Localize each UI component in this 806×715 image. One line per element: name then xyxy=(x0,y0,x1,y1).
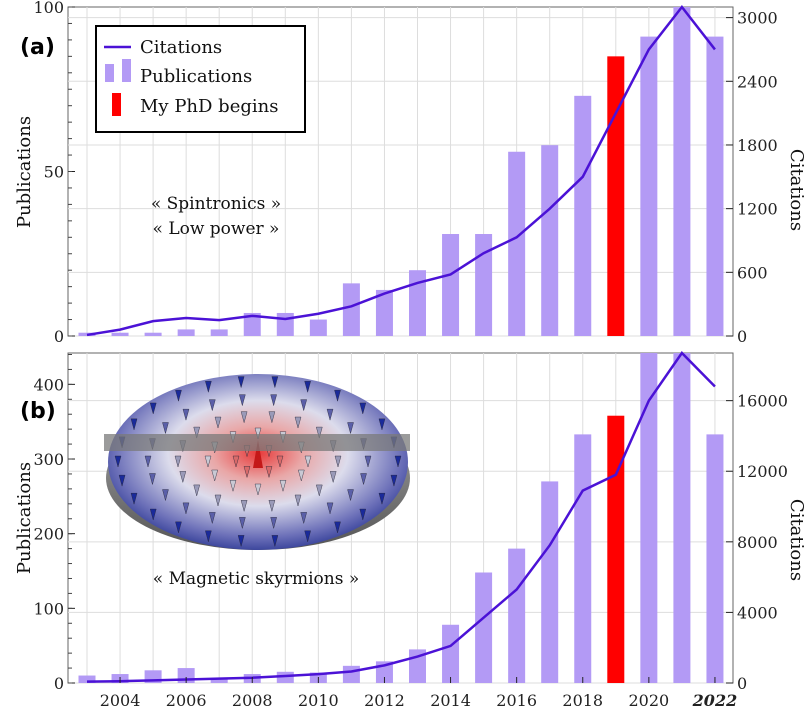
panel-b-citations-line xyxy=(86,351,716,683)
bar-publications xyxy=(475,234,493,336)
bar-publications xyxy=(342,665,360,683)
citations-line xyxy=(86,351,716,683)
bar-publications xyxy=(508,151,526,336)
right-tick-label: 2400 xyxy=(737,72,778,91)
annotation-spintronics: « Spintronics » xyxy=(151,194,281,214)
bar-publications xyxy=(508,548,526,683)
panel-a-ylabel: Publications xyxy=(14,116,35,228)
left-tick-label: 0 xyxy=(54,327,64,346)
bar-publications xyxy=(144,332,162,336)
x-tick-label: 2018 xyxy=(562,691,603,710)
bar-publications xyxy=(375,289,393,336)
bar-publications xyxy=(706,36,724,337)
legend-publications-swatch-2 xyxy=(122,59,131,82)
right-tick-label: 1200 xyxy=(737,200,778,219)
left-tick-label: 400 xyxy=(33,375,64,394)
x-tick-label: 2020 xyxy=(628,691,669,710)
bar-phd-begins xyxy=(607,56,625,336)
bar-publications xyxy=(309,319,327,336)
bar-publications xyxy=(210,678,228,683)
bar-publications xyxy=(475,572,493,683)
panel-a-y2label: Citations xyxy=(786,149,806,231)
bar-phd-begins xyxy=(607,415,625,683)
bar-publications xyxy=(78,675,96,683)
bar-publications xyxy=(442,234,460,336)
right-tick-label: 0 xyxy=(737,674,747,693)
x-tick-label: 2006 xyxy=(166,691,207,710)
annotation-low-power: « Low power » xyxy=(153,219,280,239)
panel-a-ticks: 0 50 100 0 600 1200 1800 2400 3000 xyxy=(33,0,777,346)
left-tick-label: 300 xyxy=(33,450,64,469)
left-tick-label: 0 xyxy=(54,674,64,693)
bar-publications xyxy=(640,353,658,683)
right-tick-label: 12000 xyxy=(737,462,788,481)
right-tick-label: 1800 xyxy=(737,136,778,155)
bar-publications xyxy=(442,624,460,683)
right-tick-label: 0 xyxy=(737,327,747,346)
legend-citations-label: Citations xyxy=(140,37,222,58)
right-tick-label: 600 xyxy=(737,263,768,282)
bar-publications xyxy=(673,353,691,683)
bar-publications xyxy=(574,434,592,683)
right-tick-label: 3000 xyxy=(737,9,778,28)
legend-publications-swatch-1 xyxy=(105,64,114,82)
citations-line xyxy=(86,4,716,337)
panel-b-y2label: Citations xyxy=(786,499,806,581)
bar-publications xyxy=(673,7,691,336)
bar-publications xyxy=(243,312,261,336)
left-tick-label: 200 xyxy=(33,525,64,544)
bar-publications xyxy=(640,36,658,337)
panel-a-citations-line xyxy=(86,4,716,337)
legend-box xyxy=(95,25,306,133)
bar-publications xyxy=(276,671,294,683)
panel-b-ylabel: Publications xyxy=(14,462,35,574)
left-tick-label: 50 xyxy=(44,163,64,182)
panel-b-label: (b) xyxy=(20,399,56,424)
x-tick-label: 2016 xyxy=(496,691,537,710)
bar-publications xyxy=(409,270,426,336)
x-tick-label: 2008 xyxy=(232,691,273,710)
bar-publications xyxy=(210,329,228,336)
bar-publications xyxy=(541,145,559,336)
bar-publications xyxy=(706,434,724,683)
bar-publications xyxy=(342,283,360,336)
right-tick-label: 4000 xyxy=(737,603,778,622)
right-tick-label: 8000 xyxy=(737,533,778,552)
x-tick-label: 2010 xyxy=(298,691,339,710)
bar-publications xyxy=(111,332,129,336)
legend-publications-label: Publications xyxy=(140,66,252,87)
annotation-magnetic-skyrmions: « Magnetic skyrmions » xyxy=(153,569,359,589)
legend-phd-swatch xyxy=(112,93,121,116)
right-tick-label: 16000 xyxy=(737,392,788,411)
bar-publications xyxy=(541,481,559,683)
panel-a-bars xyxy=(78,7,724,337)
x-tick-label: 2014 xyxy=(430,691,471,710)
panel-a-label: (a) xyxy=(20,35,55,60)
x-tick-label: 2012 xyxy=(364,691,405,710)
left-tick-label: 100 xyxy=(33,0,64,17)
legend-phd-label: My PhD begins xyxy=(140,96,278,117)
bar-publications xyxy=(177,329,195,336)
legend: Citations Publications My PhD begins xyxy=(95,25,306,133)
bar-publications xyxy=(574,95,592,336)
x-tick-label: 2004 xyxy=(100,691,141,710)
skyrmion-illustration xyxy=(104,374,410,550)
left-tick-label: 100 xyxy=(33,599,64,618)
bar-publications xyxy=(276,312,294,336)
x-tick-label: 2022 xyxy=(692,691,738,710)
